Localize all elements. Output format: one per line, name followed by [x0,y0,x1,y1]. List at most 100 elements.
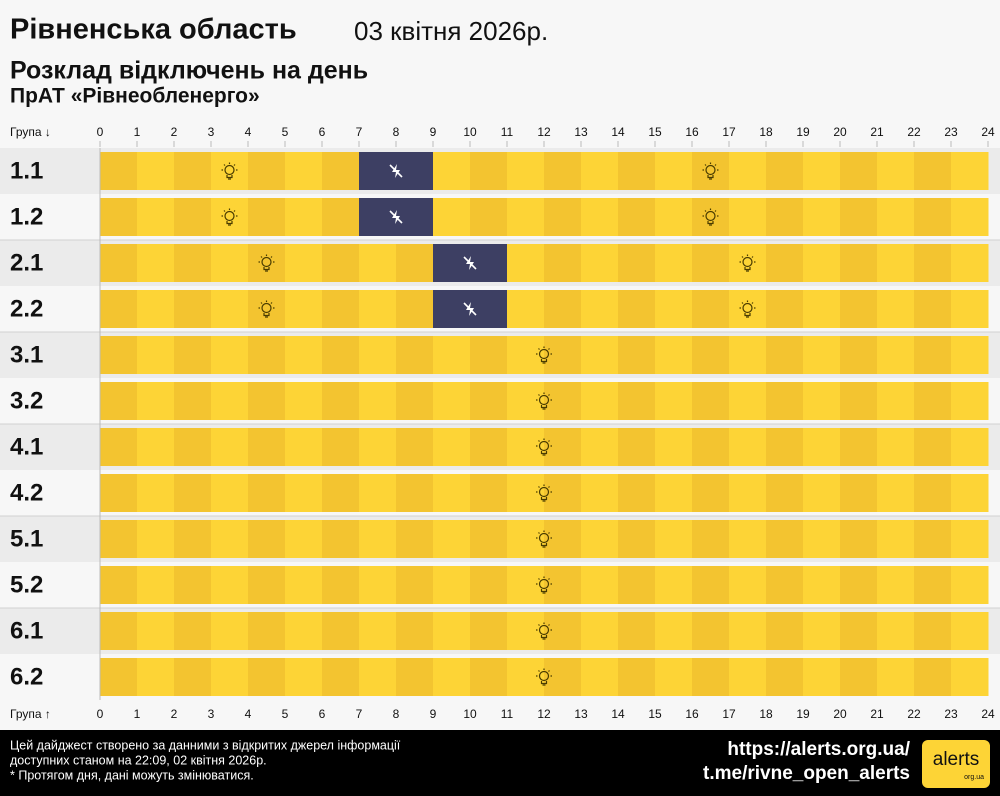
group-label: 5.2 [10,571,43,598]
hour-cell [655,612,693,650]
group-label: 4.2 [10,479,43,506]
hour-cell [840,382,878,420]
hour-cell [322,612,360,650]
hour-cell [729,428,767,466]
hour-cell [877,244,915,282]
hour-cell [840,198,878,236]
x-tick-label: 11 [501,125,514,139]
hour-cell [914,566,952,604]
hour-cell [137,658,175,696]
hour-cell [100,520,138,558]
hour-cell [396,566,434,604]
bulb-icon [536,530,552,548]
hour-cell [840,658,878,696]
hour-cell [877,474,915,512]
hour-cell [211,290,249,328]
link[interactable]: https://alerts.org.ua/ [727,739,910,760]
hour-cell [766,520,804,558]
hour-cell [396,244,434,282]
bulb-base [226,175,233,180]
x-tick-label: 3 [208,707,215,721]
x-tick-label: 7 [356,125,363,139]
hour-cell [174,198,212,236]
group-label: 4.1 [10,433,43,460]
hour-cell [840,566,878,604]
hour-cell [507,428,545,466]
bulb-base [707,175,714,180]
hour-cell [100,428,138,466]
hour-cell [544,382,582,420]
hour-cell [248,382,286,420]
bulb-base [540,451,548,456]
hour-cell [692,612,730,650]
hour-cell [729,474,767,512]
link[interactable]: t.me/rivne_open_alerts [703,763,910,784]
hour-cell [285,152,323,190]
hour-cell [322,244,360,282]
hour-cell [729,566,767,604]
hour-cell [211,658,249,696]
x-tick-label: 10 [463,707,477,721]
x-tick-label: 8 [393,707,400,721]
hour-cell [544,520,582,558]
group-label: 3.1 [10,341,43,368]
hour-cell [359,566,397,604]
hour-cell [285,382,323,420]
hour-cell [914,428,952,466]
hour-cell [951,428,989,466]
hour-cell [433,658,471,696]
group-label: 5.1 [10,525,43,552]
hour-cell [618,244,656,282]
hour-cell [137,198,175,236]
hour-cell [211,336,249,374]
hour-cell [507,152,545,190]
bulb-glass [224,210,235,222]
footer-text: * Протягом дня, дані можуть змінюватися. [10,768,254,782]
hour-cell [211,152,249,190]
hour-cell [544,474,582,512]
hour-cell [396,612,434,650]
x-tick-label: 13 [574,707,588,721]
x-tick-label: 4 [245,125,252,139]
hour-cell [581,382,619,420]
bulb-glass [538,348,550,360]
bulb-base [540,589,548,594]
hour-cell [211,198,249,236]
hour-cell [285,336,323,374]
hour-cell [507,566,545,604]
bulb-glass [538,670,550,682]
hour-cell [618,152,656,190]
bulb-icon [536,392,552,410]
hour-cell [137,474,175,512]
hour-cell [359,658,397,696]
hour-cell [840,152,878,190]
hour-cell [544,428,582,466]
hour-cell [137,152,175,190]
hour-cell [655,566,693,604]
bulb-icon [739,254,756,272]
hour-cell [877,382,915,420]
hour-cell [914,612,952,650]
hour-cell [248,520,286,558]
bulb-rays [536,438,552,447]
hour-cell [766,612,804,650]
x-tick-label: 12 [537,125,551,139]
bulb-glass [261,302,272,314]
hour-cell [137,290,175,328]
hour-cell [840,336,878,374]
hour-cell [248,198,286,236]
hour-cell [507,520,545,558]
chart-title: Рівненська область [10,14,297,46]
hour-cell [692,152,730,190]
bulb-base [744,267,751,272]
hour-cell [322,566,360,604]
x-tick-label: 15 [648,125,662,139]
hour-cell [877,290,915,328]
hour-cell [618,336,656,374]
x-tick-label: 12 [537,707,551,721]
hour-cell [766,290,804,328]
hour-cell [285,428,323,466]
hour-cell [174,658,212,696]
hour-cell [100,612,138,650]
hour-cell [470,566,508,604]
